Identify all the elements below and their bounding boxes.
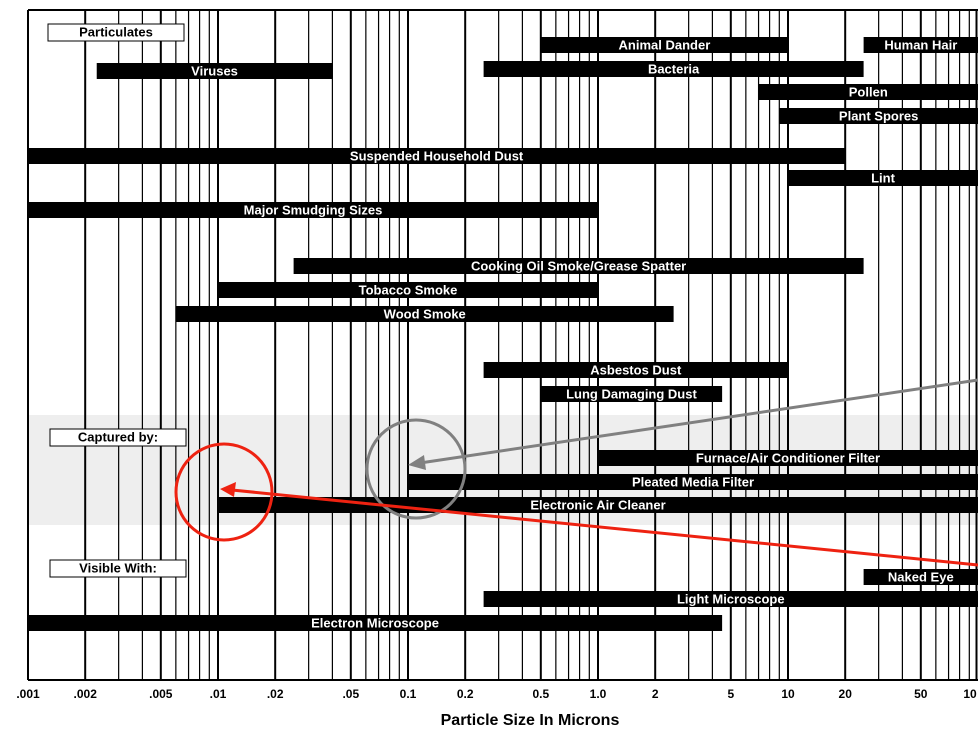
- x-tick-label: 10: [963, 687, 977, 701]
- x-tick-label: 2: [652, 687, 659, 701]
- bar: [788, 170, 978, 186]
- bar-label: Cooking Oil Smoke/Grease Spatter: [471, 258, 686, 273]
- bar-label: Pleated Media Filter: [632, 474, 754, 489]
- x-tick-label: .001: [16, 687, 40, 701]
- bar: [218, 282, 598, 298]
- x-tick-label: 20: [839, 687, 853, 701]
- bar: [863, 37, 978, 53]
- section-label: Particulates: [79, 24, 153, 39]
- annotation-circle: [365, 418, 467, 520]
- bar: [863, 569, 978, 585]
- bar: [28, 615, 723, 631]
- bar-label: Wood Smoke: [384, 306, 466, 321]
- section-box: [49, 428, 187, 447]
- bar: [540, 37, 788, 53]
- bar-label: Pollen: [849, 84, 888, 99]
- bar-label: Asbestos Dust: [590, 362, 682, 377]
- bar: [779, 108, 978, 124]
- bar: [293, 258, 864, 274]
- bar-label: Tobacco Smoke: [359, 282, 458, 297]
- x-tick-label: .002: [74, 687, 98, 701]
- bar-label: Lung Damaging Dust: [566, 386, 697, 401]
- bar-label: Light Microscope: [677, 591, 785, 606]
- bar: [598, 450, 978, 466]
- annotation-circle: [174, 442, 274, 542]
- bar: [483, 61, 864, 77]
- bar-label: Lint: [871, 170, 895, 185]
- bar-label: Bacteria: [648, 61, 700, 76]
- x-tick-label: 5: [727, 687, 734, 701]
- bar: [408, 474, 978, 490]
- bar: [540, 386, 723, 402]
- bar: [483, 591, 978, 607]
- x-tick-label: 0.5: [532, 687, 549, 701]
- section-label: Captured by:: [78, 429, 158, 444]
- bar-label: Naked Eye: [888, 569, 954, 584]
- x-tick-label: 0.2: [457, 687, 474, 701]
- annotation-arrow: [419, 378, 978, 465]
- bar-label: Suspended Household Dust: [350, 148, 524, 163]
- bar-label: Furnace/Air Conditioner Filter: [696, 450, 880, 465]
- x-tick-label: 10: [781, 687, 795, 701]
- bar: [175, 306, 674, 322]
- x-tick-label: .05: [342, 687, 359, 701]
- bar-label: Human Hair: [884, 37, 957, 52]
- section-box: [49, 559, 187, 578]
- arrow-head: [220, 482, 236, 497]
- bar-label: Electron Microscope: [311, 615, 439, 630]
- x-tick-label: 0.1: [400, 687, 417, 701]
- bar: [28, 202, 598, 218]
- section-box: [47, 23, 185, 42]
- x-tick-label: .01: [210, 687, 227, 701]
- x-tick-label: 1.0: [590, 687, 607, 701]
- section-label: Visible With:: [79, 560, 157, 575]
- x-axis-title: Particle Size In Microns: [441, 712, 620, 729]
- x-tick-label: .02: [267, 687, 284, 701]
- bar: [96, 63, 333, 79]
- bar: [28, 148, 846, 164]
- bar-label: Plant Spores: [839, 108, 918, 123]
- bar: [758, 84, 978, 100]
- bar-label: Major Smudging Sizes: [244, 202, 383, 217]
- bar-label: Animal Dander: [619, 37, 711, 52]
- arrow-head: [408, 455, 426, 470]
- x-tick-label: .005: [149, 687, 173, 701]
- x-tick-label: 50: [914, 687, 928, 701]
- bar-label: Electronic Air Cleaner: [530, 497, 665, 512]
- bar-label: Viruses: [191, 63, 238, 78]
- annotation-arrow: [231, 488, 978, 567]
- bar: [483, 362, 788, 378]
